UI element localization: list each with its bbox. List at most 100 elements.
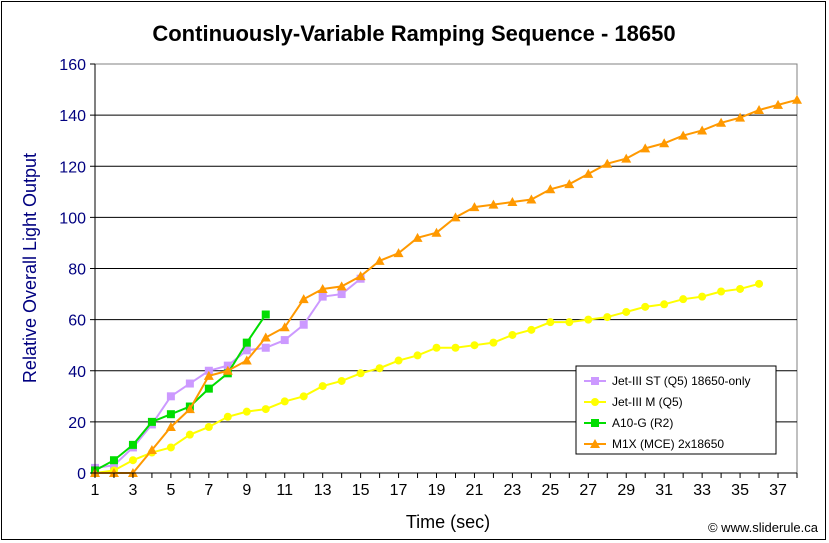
data-point (261, 310, 270, 319)
legend-item: Jet-III ST (Q5) 18650-only (584, 374, 751, 388)
data-point (697, 125, 708, 135)
data-point (374, 255, 385, 265)
x-tick-label: 15 (352, 482, 370, 499)
data-point (507, 197, 518, 207)
x-axis-title: Time (sec) (406, 512, 490, 532)
data-point (203, 370, 214, 380)
data-point (204, 384, 213, 393)
data-point (204, 366, 213, 375)
y-axis-title: Relative Overall Light Output (20, 153, 40, 383)
data-point (185, 379, 194, 388)
x-axis-ticks: 1 3 5 7 9 11 13 15 17 19 21 23 25 27 29 31 33 35 37 (91, 472, 798, 499)
x-tick-label: 3 (128, 482, 137, 499)
data-point (280, 397, 289, 406)
data-point (109, 461, 118, 470)
data-point (659, 138, 670, 148)
data-point (698, 292, 707, 301)
data-point (241, 355, 252, 365)
data-point (298, 294, 309, 304)
series-4 (90, 94, 802, 477)
x-tick-label: 7 (204, 482, 213, 499)
y-tick-label: 20 (68, 415, 86, 432)
y-tick-label: 40 (68, 364, 86, 381)
x-tick-label: 11 (276, 482, 293, 499)
data-point (260, 332, 271, 342)
data-point (242, 338, 251, 347)
legend-item: A10-G (R2) (584, 416, 673, 430)
data-point (393, 248, 404, 258)
data-point (185, 430, 194, 439)
data-point (564, 179, 575, 189)
legend-label: Jet-III ST (Q5) 18650-only (612, 374, 751, 388)
data-point (184, 404, 195, 414)
data-point (591, 398, 599, 406)
x-tick-label: 19 (428, 482, 446, 499)
data-point (413, 351, 422, 360)
data-point (678, 130, 689, 140)
legend-label: M1X (MCE) 2x18650 (612, 437, 724, 451)
data-point (591, 377, 599, 385)
data-point (128, 440, 137, 449)
data-point (717, 287, 726, 296)
y-tick-label: 120 (59, 159, 86, 176)
chart-title: Continuously-Variable Ramping Sequence -… (152, 21, 675, 46)
data-point (736, 284, 745, 293)
data-point (242, 407, 251, 416)
x-tick-label: 23 (504, 482, 522, 499)
data-point (432, 343, 441, 352)
data-point (716, 117, 727, 127)
y-tick-label: 140 (59, 108, 86, 125)
data-point (470, 341, 479, 350)
data-point (318, 292, 327, 301)
data-point (222, 365, 233, 375)
data-point (640, 143, 651, 153)
data-point (146, 444, 157, 454)
x-tick-label: 17 (390, 482, 408, 499)
data-point (261, 405, 270, 414)
data-point (166, 392, 175, 401)
data-point (602, 158, 613, 168)
credit-text: © www.sliderule.ca (708, 520, 819, 535)
data-point (394, 356, 403, 365)
data-point (336, 281, 347, 291)
x-tick-label: 9 (242, 482, 251, 499)
data-point (450, 212, 461, 222)
data-point (590, 439, 600, 448)
data-point (584, 315, 593, 324)
data-point (508, 330, 517, 339)
data-point (679, 295, 688, 304)
legend-item: M1X (MCE) 2x18650 (584, 437, 724, 451)
legend-label: Jet-III M (Q5) (612, 395, 683, 409)
data-point (469, 202, 480, 212)
x-tick-label: 25 (541, 482, 559, 499)
x-tick-label: 37 (769, 482, 787, 499)
x-tick-label: 33 (693, 482, 711, 499)
data-point (147, 417, 156, 426)
data-point (591, 419, 599, 427)
data-point (318, 382, 327, 391)
data-point (526, 194, 537, 204)
data-point (166, 443, 175, 452)
data-point (223, 412, 232, 421)
x-tick-label: 31 (655, 482, 673, 499)
data-point (773, 99, 784, 109)
data-point (317, 283, 328, 293)
x-tick-label: 29 (617, 482, 635, 499)
data-point (755, 279, 764, 288)
legend-box (575, 365, 777, 455)
legend: Jet-III ST (Q5) 18650-only Jet-III M (Q5)… (575, 365, 777, 455)
data-point (356, 369, 365, 378)
data-point (451, 343, 460, 352)
data-point (603, 313, 612, 322)
data-point (431, 227, 442, 237)
legend-label: A10-G (R2) (612, 416, 673, 430)
x-tick-label: 13 (314, 482, 332, 499)
y-axis-ticks: 0 20 40 60 80 100 120 140 160 (59, 57, 96, 483)
data-point (621, 153, 632, 163)
data-point (299, 320, 308, 329)
data-point (242, 346, 251, 355)
data-point (355, 271, 366, 281)
data-point (546, 318, 555, 327)
y-tick-label: 0 (77, 466, 86, 483)
